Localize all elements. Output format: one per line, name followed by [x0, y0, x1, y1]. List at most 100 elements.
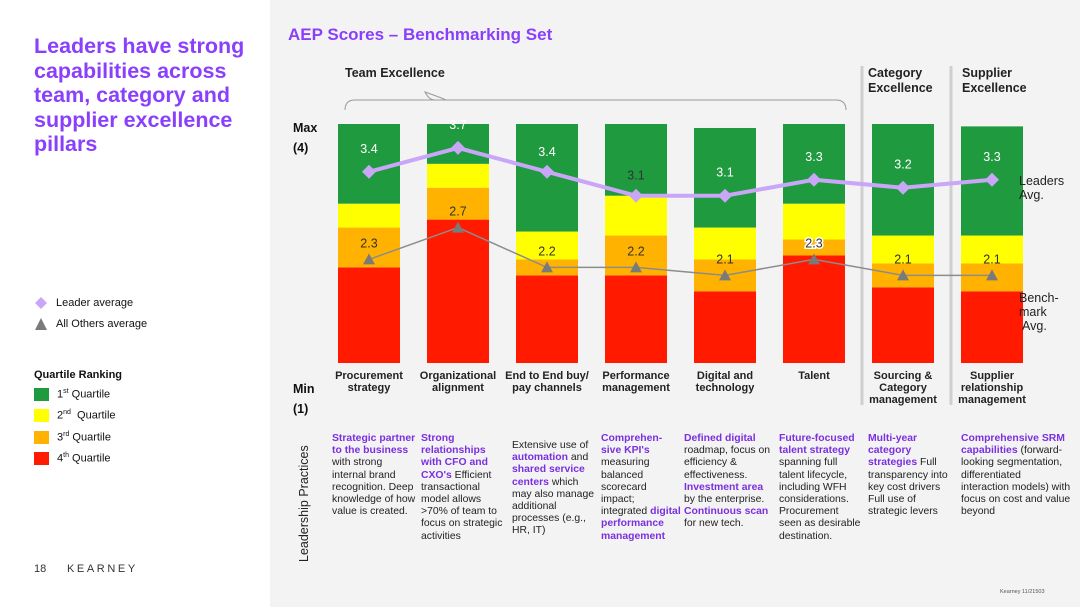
leadership-practice: Strong relationships with CFO and CXO's …	[421, 433, 507, 543]
others-data-label: 2.3	[360, 236, 377, 250]
category-label: Organizational alignment	[419, 370, 497, 394]
category-label: End to End buy/ pay channels	[505, 370, 589, 394]
y-axis-min-value: (1)	[293, 402, 309, 416]
quartile-swatch	[34, 409, 49, 423]
practice-highlight: Strong relationships with CFO and CXO's	[421, 433, 488, 481]
bar-segment-q2	[516, 231, 578, 260]
all-others-marker	[452, 221, 464, 233]
leadership-practice: Comprehen-sive KPI's measuring balanced …	[601, 433, 681, 543]
y-axis-min-label: Min	[293, 382, 315, 396]
bar-segment-q4	[338, 267, 400, 363]
all-others-marker	[541, 261, 553, 273]
quartile-item: 3rd Quartile	[34, 430, 111, 444]
leader-marker	[362, 164, 376, 179]
practice-highlight: Multi-year category strategies	[868, 433, 918, 469]
practice-highlight: Continuous scan	[684, 506, 769, 518]
y-axis-max-label: Max	[293, 121, 318, 135]
bar-segment-q4	[694, 291, 756, 363]
bar-segment-q2	[872, 235, 934, 264]
category-label: Performance management	[602, 370, 670, 394]
quartile-word: Quartile	[68, 388, 111, 401]
others-data-label: 2.1	[894, 252, 911, 266]
quartile-suffix: nd	[63, 409, 71, 417]
right-panel	[270, 0, 1080, 607]
legend-leader-label: Leader average	[56, 297, 134, 309]
quartile-word: Quartile	[68, 452, 111, 465]
all-others-marker	[363, 253, 375, 265]
leader-data-label: 3.3	[805, 150, 822, 164]
leader-marker	[451, 140, 465, 155]
leader-data-label: 3.4	[360, 142, 377, 156]
leader-marker	[985, 172, 999, 187]
others-data-label: 2.2	[538, 244, 555, 258]
quartile-word: Quartile	[69, 431, 111, 444]
bar-segment-q2	[694, 227, 756, 260]
leadership-practice: Future-focused talent strategy spanning …	[779, 433, 863, 543]
chart-title: AEP Scores – Benchmarking Set	[288, 25, 553, 44]
leader-line	[368, 145, 993, 198]
practice-text: measuring balanced scorecard impact; int…	[601, 457, 651, 518]
bar-segment-q2	[783, 203, 845, 240]
quartile-item: 2nd Quartile	[34, 409, 116, 423]
others-data-label: 2.1	[983, 252, 1000, 266]
quartile-suffix: st	[63, 388, 69, 396]
leader-data-label: 3.1	[627, 169, 644, 183]
practice-highlight: Strategic partner to the business	[332, 433, 416, 457]
bar-segment-q2	[427, 163, 489, 188]
practice-highlight: automation	[512, 452, 568, 464]
leaders-avg-end-label: Leaders Avg.	[1019, 174, 1064, 202]
quartile-label: 4th Quartile	[57, 452, 111, 465]
quartile-label: 2nd Quartile	[57, 409, 116, 422]
practice-text: spanning full talent lifecycle, includin…	[779, 457, 861, 542]
leadership-practice: Multi-year category strategies Full tran…	[868, 433, 952, 518]
all-others-marker	[808, 253, 820, 265]
bar-segment-q4	[872, 287, 934, 363]
quartile-item: 4th Quartile	[34, 451, 111, 465]
category-label: Digital and technology	[695, 370, 755, 394]
leader-marker	[896, 180, 910, 195]
practice-text: (forward-looking segmentation, different…	[961, 445, 1071, 518]
quartile-label: 3rd Quartile	[57, 431, 111, 444]
y-axis-max: Max (4)	[293, 118, 317, 158]
leadership-practices-title: Leadership Practices	[297, 445, 311, 562]
practice-highlight: Comprehensive SRM capabilities	[961, 433, 1065, 457]
leader-marker	[540, 164, 554, 179]
bar-segment-q3	[783, 239, 845, 256]
others-data-label: 2.7	[449, 205, 466, 219]
leadership-practice: Extensive use of automation and shared s…	[512, 440, 598, 538]
bar-segment-q4	[605, 275, 667, 363]
quartile-swatch	[34, 388, 49, 401]
leadership-practice: Strategic partner to the business with s…	[332, 433, 418, 518]
bar-segment-q1	[872, 124, 934, 236]
bar-segment-q4	[516, 275, 578, 363]
benchmark-chart: 3.4 3.7 3.4 3.1 3.1 3.3 3.2 3.3 2.3 2.7 2.2 2.2 2.1 2…	[338, 66, 1064, 405]
category-label: Talent	[798, 370, 830, 382]
quartile-item: 1st Quartile	[34, 388, 110, 401]
leader-data-label: 3.7	[449, 118, 466, 132]
bar-segment-q4	[961, 291, 1023, 363]
practice-text: with strong internal brand recognition. …	[332, 457, 416, 518]
bar-segment-q1	[605, 124, 667, 196]
bar-segment-q4	[427, 219, 489, 363]
pillar-category-excellence: Category Excellence	[868, 66, 933, 95]
legend-leader-average: Leader average	[34, 296, 133, 310]
brand-logo: KEARNEY	[67, 563, 138, 575]
bar-segment-q3	[427, 187, 489, 220]
practice-text: roadmap, focus on efficiency & effective…	[684, 445, 771, 481]
category-label: Sourcing & Category management	[869, 370, 937, 406]
quartile-suffix: rd	[63, 430, 70, 438]
leader-data-label: 3.1	[716, 166, 733, 180]
slide-headline: Leaders have strong capabilities across …	[34, 34, 245, 156]
legend-others-average: All Others average	[34, 317, 147, 331]
diamond-icon	[35, 297, 47, 309]
leader-marker	[718, 188, 732, 203]
triangle-icon	[35, 318, 47, 330]
pillar-team-excellence: Team Excellence	[345, 66, 445, 80]
leader-data-label: 3.4	[538, 145, 555, 159]
bar-segment-q1	[783, 124, 845, 204]
legend-others-label: All Others average	[56, 318, 148, 330]
quartile-number: 1	[57, 388, 64, 401]
y-axis-min: Min (1)	[293, 379, 315, 419]
practice-highlight: Investment area	[684, 481, 764, 493]
all-others-marker	[986, 269, 998, 281]
